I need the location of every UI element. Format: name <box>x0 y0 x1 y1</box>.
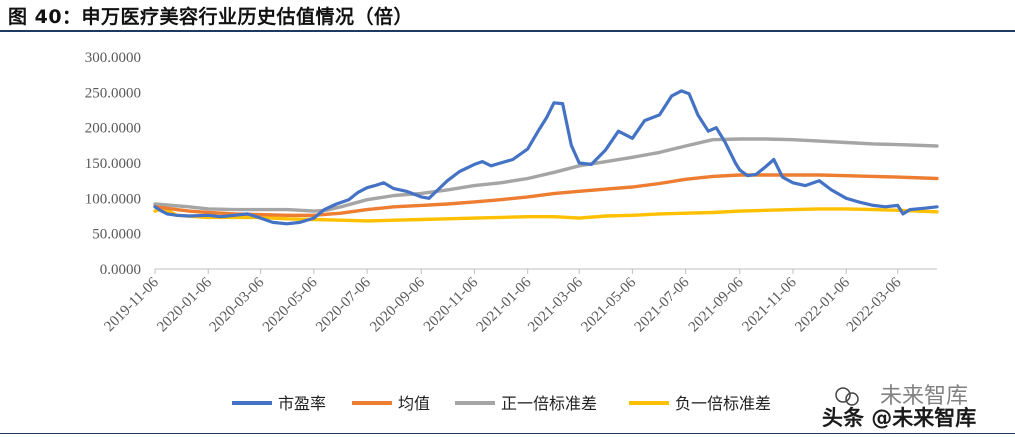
y-tick-label: 300.0000 <box>85 50 141 66</box>
x-tick-label: 2021-05-06 <box>578 274 639 335</box>
watermark-line1: 未来智库 <box>880 384 968 409</box>
legend-label: 负一倍标准差 <box>675 394 771 413</box>
x-tick-label: 2020-01-06 <box>154 274 215 335</box>
y-tick-label: 150.0000 <box>85 156 141 172</box>
series-line-2 <box>153 173 939 217</box>
figure-header: 图 40：申万医疗美容行业历史估值情况（倍） <box>0 0 1015 32</box>
x-tick-label: 2020-03-06 <box>207 274 268 335</box>
series-line-1 <box>153 89 939 226</box>
series-layer <box>153 89 939 226</box>
figure-bottom-rule <box>0 433 1015 434</box>
legend-label: 均值 <box>398 394 430 413</box>
x-tick-label: 2022-01-06 <box>792 274 853 335</box>
y-tick-label: 0.0000 <box>100 262 141 278</box>
watermark: 未来智库 头条 @未来智库 <box>822 384 976 430</box>
series-line-3 <box>153 137 939 213</box>
x-tick-label: 2020-07-06 <box>313 274 374 335</box>
y-tick-label: 100.0000 <box>85 191 141 207</box>
x-tick-label: 2021-09-06 <box>686 274 747 335</box>
x-tick-label: 2021-07-06 <box>632 274 693 335</box>
y-tick-label: 250.0000 <box>85 85 141 101</box>
watermark-line2: 头条 @未来智库 <box>822 406 976 430</box>
legend-label: 市盈率 <box>278 394 326 413</box>
x-tick-label: 2021-03-06 <box>525 274 586 335</box>
x-tick-label: 2022-03-06 <box>844 274 905 335</box>
x-tick-label: 2020-09-06 <box>367 274 428 335</box>
y-axis: 0.0000 50.0000 100.0000 150.0000 200.0000 250… <box>85 50 141 278</box>
x-tick-label: 2019-11-06 <box>101 274 162 335</box>
wechat-icon-bubble <box>845 392 859 406</box>
legend: 市盈率 均值 正一倍标准差 负一倍标准差 <box>232 394 771 413</box>
y-tick-label: 200.0000 <box>85 121 141 137</box>
x-tick-label: 2021-11-06 <box>739 274 800 335</box>
x-tick-label: 2020-05-06 <box>260 274 321 335</box>
wechat-icon <box>835 387 851 403</box>
x-tick-label: 2021-01-06 <box>474 274 535 335</box>
y-tick-label: 50.0000 <box>92 227 141 243</box>
x-tick-label: 2020-11-06 <box>421 274 482 335</box>
figure-title: 图 40：申万医疗美容行业历史估值情况（倍） <box>8 6 414 28</box>
x-axis: 2019-11-062020-01-062020-03-062020-05-06… <box>101 268 937 335</box>
legend-label: 正一倍标准差 <box>501 394 597 413</box>
